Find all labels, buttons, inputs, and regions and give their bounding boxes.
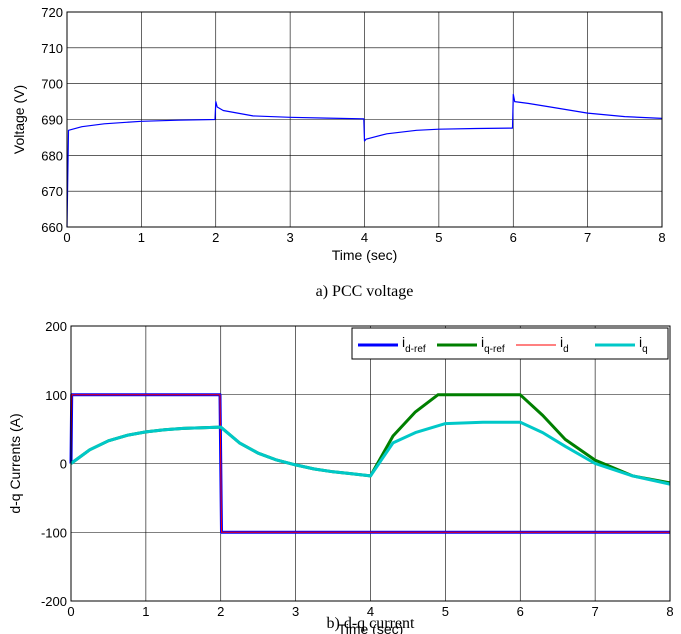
- panel-b-x-axis-label: Time (sec): [338, 621, 404, 634]
- x-tick-label: 1: [142, 604, 149, 619]
- x-tick-label: 8: [666, 604, 673, 619]
- y-tick-label: 100: [45, 388, 67, 403]
- legend-label: id: [560, 334, 569, 355]
- y-tick-label: 670: [41, 184, 63, 199]
- panel-b-caption: b) d-q current: [327, 615, 416, 632]
- panel-a: 0 1 2 3 4 5 6 7 8 660 670 680 690 700 710 720 Time (se…: [11, 5, 666, 300]
- panel-b-gridlines: [70, 325, 671, 602]
- x-tick-label: 6: [517, 604, 524, 619]
- x-tick-label: 8: [658, 230, 665, 245]
- y-tick-label: 0: [60, 457, 67, 472]
- y-tick-label: 690: [41, 113, 63, 128]
- y-tick-label: 720: [41, 5, 63, 20]
- panel-a-y-axis-label: Voltage (V): [11, 85, 27, 154]
- panel-a-series: [66, 93, 663, 228]
- series-line-1: [66, 93, 663, 228]
- panel-a-plot-frame: [66, 11, 663, 228]
- panel-b-y-tick-labels: -200 -100 0 100 200: [41, 319, 67, 609]
- panel-b: 0 1 2 3 4 5 6 7 8 -200 -100 0 100 200 Time (sec) d-q…: [7, 319, 674, 634]
- x-tick-label: 4: [367, 604, 374, 619]
- x-tick-label: 0: [67, 604, 74, 619]
- x-tick-label: 3: [292, 604, 299, 619]
- panel-b-y-axis-label: d-q Currents (A): [7, 413, 23, 513]
- panel-b-legend: id-ref iq-ref id iq: [351, 327, 669, 360]
- y-tick-label: 710: [41, 41, 63, 56]
- y-tick-label: -100: [41, 525, 67, 540]
- x-tick-label: 4: [361, 230, 368, 245]
- legend-label: id-ref: [402, 334, 426, 355]
- x-tick-label: 6: [510, 230, 517, 245]
- panel-a-gridlines: [66, 11, 663, 228]
- panel-a-x-axis-label: Time (sec): [332, 247, 398, 263]
- x-tick-label: 3: [287, 230, 294, 245]
- x-tick-label: 7: [592, 604, 599, 619]
- legend-label: iq: [639, 334, 648, 355]
- panel-b-plot-frame: [70, 325, 671, 602]
- panel-b-x-tick-labels: 0 1 2 3 4 5 6 7 8: [67, 604, 673, 619]
- panel-a-y-tick-labels: 660 670 680 690 700 710 720: [41, 5, 63, 235]
- x-tick-label: 5: [442, 604, 449, 619]
- x-tick-label: 5: [435, 230, 442, 245]
- y-tick-label: 200: [45, 319, 67, 334]
- series-line-i-q: [70, 420, 671, 486]
- x-tick-label: 7: [584, 230, 591, 245]
- y-tick-label: 660: [41, 220, 63, 235]
- x-tick-label: 0: [63, 230, 70, 245]
- x-tick-label: 2: [217, 604, 224, 619]
- panel-a-x-tick-labels: 0 1 2 3 4 5 6 7 8: [63, 230, 665, 245]
- legend-label: iq-ref: [481, 334, 505, 355]
- x-tick-label: 1: [138, 230, 145, 245]
- x-tick-label: 2: [212, 230, 219, 245]
- y-tick-label: 700: [41, 77, 63, 92]
- y-tick-label: 680: [41, 148, 63, 163]
- y-tick-label: -200: [41, 594, 67, 609]
- panel-a-caption: a) PCC voltage: [316, 283, 414, 300]
